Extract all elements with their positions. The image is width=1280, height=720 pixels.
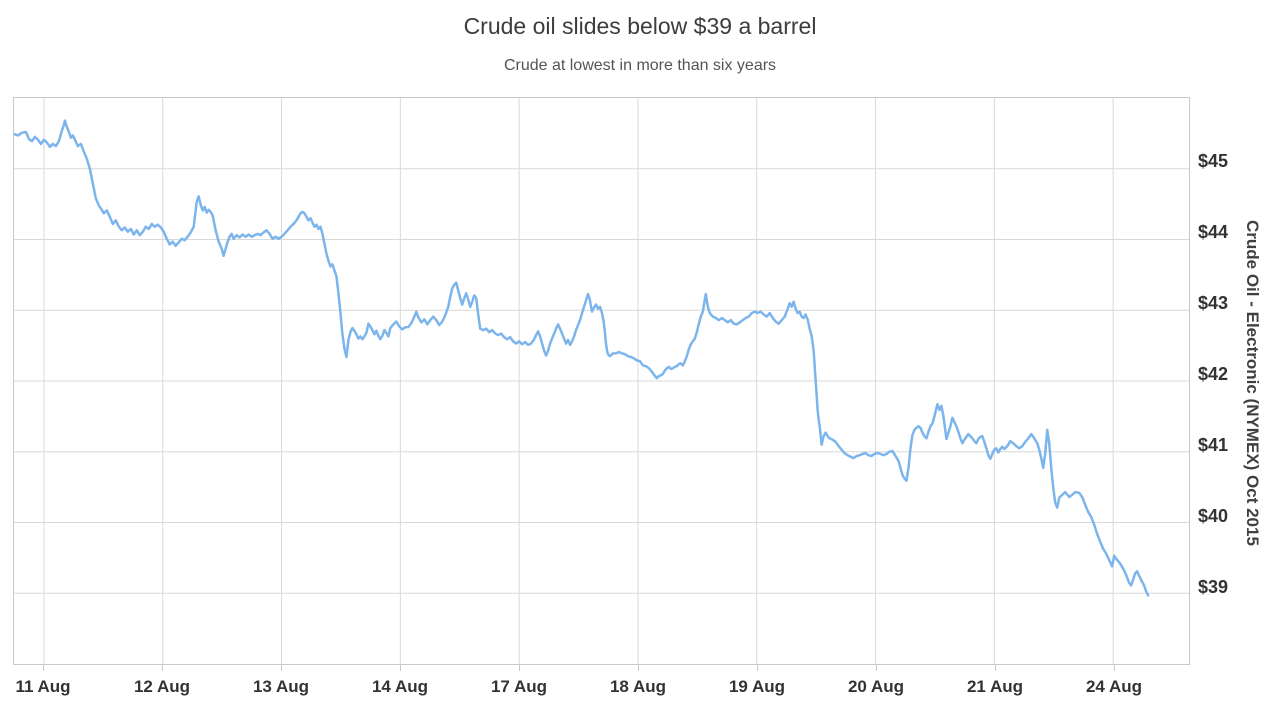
plot-area bbox=[13, 97, 1190, 665]
x-axis-tick bbox=[281, 665, 282, 671]
x-axis-tick bbox=[519, 665, 520, 671]
x-axis-tick bbox=[638, 665, 639, 671]
x-axis-label: 24 Aug bbox=[1085, 677, 1143, 696]
x-axis-tick bbox=[400, 665, 401, 671]
x-axis-tick bbox=[43, 665, 44, 671]
y-axis-label: $43 bbox=[1198, 293, 1229, 313]
y-axis-label: $40 bbox=[1198, 506, 1229, 526]
x-axis-label: 19 Aug bbox=[728, 677, 786, 696]
x-axis-label: 20 Aug bbox=[847, 677, 905, 696]
x-axis-label: 17 Aug bbox=[490, 677, 548, 696]
x-axis-tick bbox=[1114, 665, 1115, 671]
y-axis-label: $42 bbox=[1198, 364, 1229, 384]
y-axis-label: $39 bbox=[1198, 577, 1229, 597]
price-line-series bbox=[14, 119, 1150, 597]
chart-subtitle: Crude at lowest in more than six years bbox=[503, 57, 777, 74]
x-axis-label: 13 Aug bbox=[252, 677, 310, 696]
x-axis-label: 14 Aug bbox=[371, 677, 429, 696]
y-axis-label: $45 bbox=[1198, 151, 1229, 171]
y-axis-label: $41 bbox=[1198, 435, 1229, 455]
x-axis-label: 21 Aug bbox=[966, 677, 1024, 696]
y-axis-title: Crude Oil - Electronic (NYMEX) Oct 2015 bbox=[1243, 220, 1262, 546]
x-axis-tick bbox=[162, 665, 163, 671]
x-axis-label: 12 Aug bbox=[133, 677, 191, 696]
price-chart-svg bbox=[14, 98, 1189, 664]
x-axis-tick bbox=[876, 665, 877, 671]
x-axis-label: 18 Aug bbox=[609, 677, 667, 696]
x-axis-label: 11 Aug bbox=[15, 677, 71, 696]
y-axis-label: $44 bbox=[1198, 222, 1229, 242]
x-axis-tick bbox=[757, 665, 758, 671]
x-axis-tick bbox=[995, 665, 996, 671]
chart-title: Crude oil slides below $39 a barrel bbox=[463, 13, 817, 39]
